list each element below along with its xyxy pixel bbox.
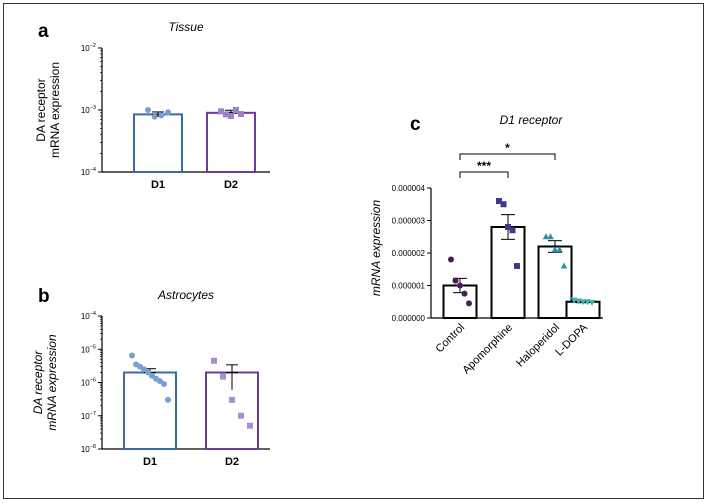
data-point — [496, 198, 502, 204]
data-point — [579, 299, 587, 306]
y-axis-label: DA receptormRNA expression — [31, 334, 59, 431]
data-point — [145, 369, 151, 376]
data-point — [556, 246, 563, 253]
chart-title: Astrocytes — [157, 288, 214, 302]
data-point — [141, 366, 147, 373]
bar-d1 — [133, 113, 183, 174]
x-tick-label: D2 — [224, 179, 238, 191]
data-point — [560, 262, 568, 269]
data-point — [514, 263, 520, 269]
data-point — [218, 108, 224, 115]
y-tick-exponent: −7 — [90, 411, 96, 417]
y-axis-label-line: DA receptor — [34, 78, 48, 141]
y-tick-label: 10−2 — [81, 43, 96, 53]
data-point — [547, 233, 554, 240]
y-tick-exponent: −6 — [90, 378, 96, 384]
y-tick-exponent: −5 — [90, 344, 96, 350]
significance-label: *** — [477, 159, 491, 173]
x-tick-label: D1 — [151, 179, 165, 191]
data-point — [165, 109, 171, 116]
y-tick-base: 10 — [81, 412, 90, 421]
y-tick-label: 10−5 — [81, 344, 96, 354]
data-point — [211, 357, 217, 364]
figure-frame — [3, 3, 704, 499]
data-point — [247, 422, 253, 429]
data-point — [575, 298, 582, 305]
y-tick-label: 10−7 — [81, 411, 96, 421]
chart-title: D1 receptor — [500, 113, 564, 127]
y-tick-label: 0.000001 — [392, 282, 426, 291]
significance-bracket — [459, 171, 509, 178]
data-point — [588, 299, 596, 306]
data-point — [151, 113, 158, 120]
y-axis-label-line: mRNA expression — [45, 334, 59, 431]
y-tick-base: 10 — [81, 168, 90, 177]
y-tick-label: 10−4 — [81, 167, 96, 177]
y-tick-label: 10−6 — [81, 378, 96, 388]
data-point — [466, 300, 472, 307]
data-point — [584, 299, 591, 306]
y-tick-label: 0.000004 — [392, 184, 426, 193]
bar-d2 — [206, 111, 256, 174]
y-axis-label: DA receptormRNA expression — [34, 62, 62, 158]
y-tick-exponent: −8 — [90, 444, 96, 450]
x-tick-label: D2 — [225, 456, 239, 468]
y-tick-label: 0.000000 — [392, 314, 426, 323]
y-tick-base: 10 — [81, 345, 90, 354]
y-axis-label: mRNA expression — [369, 200, 383, 297]
data-point — [505, 224, 511, 230]
data-point — [145, 107, 151, 113]
y-tick-label: 10−4 — [81, 311, 96, 321]
data-point — [165, 396, 171, 403]
data-point — [457, 282, 463, 289]
data-point — [158, 112, 165, 119]
data-point — [238, 412, 244, 419]
significance-bracket — [459, 153, 556, 160]
data-point — [452, 277, 459, 284]
y-tick-exponent: −4 — [90, 167, 96, 173]
y-axis-label-line: DA receptor — [31, 350, 45, 415]
data-point — [229, 396, 235, 403]
y-tick-label: 10−3 — [81, 105, 96, 115]
panel-b-label: b — [38, 286, 50, 307]
y-axis-label-line: mRNA expression — [48, 62, 62, 158]
y-tick-base: 10 — [81, 106, 90, 115]
y-tick-base: 10 — [81, 44, 90, 53]
data-point — [233, 107, 239, 113]
y-tick-base: 10 — [81, 445, 90, 454]
data-point — [129, 352, 135, 359]
y-tick-base: 10 — [81, 312, 90, 321]
data-point — [238, 111, 244, 118]
data-point — [551, 246, 559, 253]
x-tick-label: D1 — [143, 456, 157, 468]
y-tick-label: 10−8 — [81, 444, 96, 454]
y-tick-label: 0.000003 — [392, 217, 426, 226]
bar-d1 — [123, 371, 177, 450]
data-point — [161, 381, 167, 388]
y-tick-exponent: −4 — [90, 311, 96, 317]
data-point — [448, 256, 454, 263]
data-point — [223, 111, 229, 118]
y-tick-exponent: −3 — [90, 105, 96, 111]
chart-title: Tissue — [168, 20, 204, 34]
data-point — [220, 373, 226, 380]
data-point — [461, 290, 468, 297]
y-tick-base: 10 — [81, 379, 90, 388]
bar-apomorphine — [490, 226, 526, 319]
data-point — [542, 233, 550, 240]
data-point — [228, 113, 234, 120]
data-point — [500, 201, 507, 208]
significance-label: * — [505, 141, 510, 155]
data-point — [509, 227, 516, 234]
y-tick-label: 0.000002 — [392, 249, 426, 258]
y-tick-exponent: −2 — [90, 43, 96, 49]
panel-a-label: a — [38, 21, 49, 42]
panel-c-label: c — [410, 114, 421, 135]
